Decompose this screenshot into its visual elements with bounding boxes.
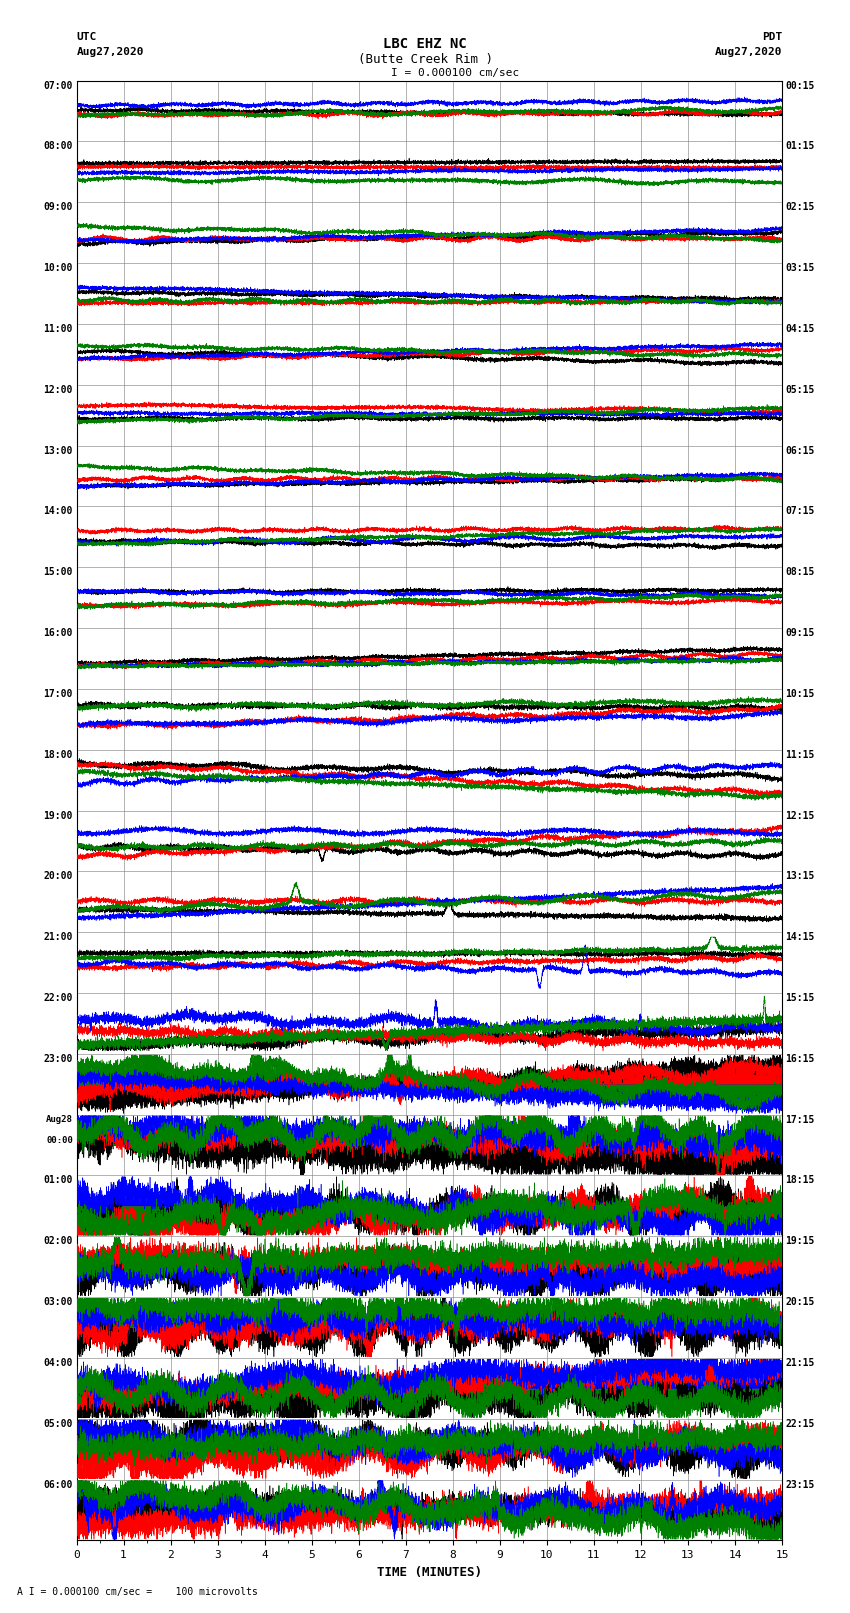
Text: 20:15: 20:15	[785, 1297, 815, 1307]
Text: 11:15: 11:15	[785, 750, 815, 760]
Text: 18:00: 18:00	[43, 750, 73, 760]
Text: 23:15: 23:15	[785, 1479, 815, 1489]
Text: 18:15: 18:15	[785, 1176, 815, 1186]
Text: 12:15: 12:15	[785, 810, 815, 821]
Text: 16:00: 16:00	[43, 627, 73, 639]
Text: 23:00: 23:00	[43, 1053, 73, 1065]
Text: 13:15: 13:15	[785, 871, 815, 881]
Text: 04:00: 04:00	[43, 1358, 73, 1368]
Text: 10:15: 10:15	[785, 689, 815, 698]
Text: 16:15: 16:15	[785, 1053, 815, 1065]
Text: LBC EHZ NC: LBC EHZ NC	[383, 37, 467, 52]
Text: 14:00: 14:00	[43, 506, 73, 516]
Text: UTC: UTC	[76, 32, 97, 42]
Text: 09:15: 09:15	[785, 627, 815, 639]
Text: 08:15: 08:15	[785, 568, 815, 577]
Text: 00:00: 00:00	[46, 1136, 73, 1145]
Text: 15:15: 15:15	[785, 994, 815, 1003]
Text: 13:00: 13:00	[43, 445, 73, 455]
Text: 21:15: 21:15	[785, 1358, 815, 1368]
Text: 05:00: 05:00	[43, 1419, 73, 1429]
Text: 06:00: 06:00	[43, 1479, 73, 1489]
Text: (Butte Creek Rim ): (Butte Creek Rim )	[358, 53, 492, 66]
Text: 06:15: 06:15	[785, 445, 815, 455]
Text: 17:15: 17:15	[785, 1115, 815, 1124]
Text: 19:15: 19:15	[785, 1236, 815, 1247]
Text: 02:15: 02:15	[785, 202, 815, 213]
Text: 03:15: 03:15	[785, 263, 815, 273]
Text: A I = 0.000100 cm/sec =    100 microvolts: A I = 0.000100 cm/sec = 100 microvolts	[17, 1587, 258, 1597]
Text: 01:00: 01:00	[43, 1176, 73, 1186]
Text: 07:00: 07:00	[43, 81, 73, 90]
Text: 05:15: 05:15	[785, 386, 815, 395]
Text: I = 0.000100 cm/sec: I = 0.000100 cm/sec	[391, 68, 519, 77]
Text: 04:15: 04:15	[785, 324, 815, 334]
Text: 22:15: 22:15	[785, 1419, 815, 1429]
Text: 20:00: 20:00	[43, 871, 73, 881]
Text: Aug27,2020: Aug27,2020	[715, 47, 782, 56]
Text: 19:00: 19:00	[43, 810, 73, 821]
Text: 08:00: 08:00	[43, 142, 73, 152]
Text: 22:00: 22:00	[43, 994, 73, 1003]
Text: 15:00: 15:00	[43, 568, 73, 577]
Text: 14:15: 14:15	[785, 932, 815, 942]
Text: 07:15: 07:15	[785, 506, 815, 516]
Text: 12:00: 12:00	[43, 386, 73, 395]
Text: 01:15: 01:15	[785, 142, 815, 152]
Text: 00:15: 00:15	[785, 81, 815, 90]
Text: Aug27,2020: Aug27,2020	[76, 47, 144, 56]
Text: 17:00: 17:00	[43, 689, 73, 698]
Text: PDT: PDT	[762, 32, 782, 42]
Text: 11:00: 11:00	[43, 324, 73, 334]
Text: 03:00: 03:00	[43, 1297, 73, 1307]
X-axis label: TIME (MINUTES): TIME (MINUTES)	[377, 1566, 482, 1579]
Text: 09:00: 09:00	[43, 202, 73, 213]
Text: 21:00: 21:00	[43, 932, 73, 942]
Text: 02:00: 02:00	[43, 1236, 73, 1247]
Text: Aug28: Aug28	[46, 1115, 73, 1124]
Text: 10:00: 10:00	[43, 263, 73, 273]
